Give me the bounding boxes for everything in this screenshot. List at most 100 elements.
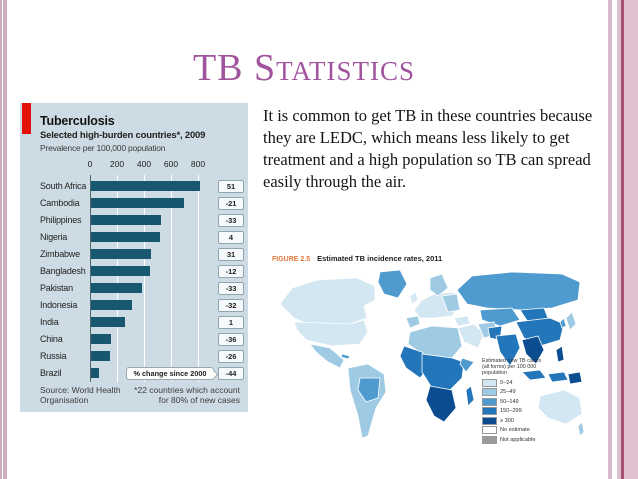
pct-change-value-cambodia: -21	[218, 197, 244, 210]
bar-label-nigeria: Nigeria	[40, 232, 68, 242]
map-region-philippines	[555, 345, 565, 363]
bar-row-cambodia: Cambodia -21	[20, 195, 248, 212]
bar-row-south-africa: South Africa 51	[20, 178, 248, 195]
pct-change-value-pakistan: -33	[218, 282, 244, 295]
legend-label: 0–24	[500, 379, 513, 386]
chart-title: Tuberculosis	[40, 114, 115, 128]
bar-india	[91, 317, 126, 327]
map-legend: Estimated new TB cases (all forms) per 1…	[482, 358, 562, 445]
pct-change-value-bangladesh: -12	[218, 265, 244, 278]
tb-incidence-world-map: FIGURE 2.5 Estimated TB incidence rates, …	[272, 252, 588, 464]
legend-label: 50–149	[500, 398, 519, 405]
pct-change-value-indonesia: -32	[218, 299, 244, 312]
x-axis-labels: 0 200 400 600 800	[20, 159, 248, 169]
bar-label-zimbabwe: Zimbabwe	[40, 249, 80, 259]
legend-swatch	[482, 397, 497, 406]
legend-label: ≥ 300	[500, 417, 514, 424]
bar-south-africa	[91, 181, 201, 191]
map-region-russia	[456, 271, 581, 311]
map-region-uk	[409, 291, 419, 305]
bar-row-bangladesh: Bangladesh -12	[20, 263, 248, 280]
pct-change-value-nigeria: 4	[218, 231, 244, 244]
pct-change-value-russia: -26	[218, 350, 244, 363]
bar-label-pakistan: Pakistan	[40, 283, 73, 293]
map-region-india	[495, 333, 521, 367]
bar-label-china: China	[40, 334, 63, 344]
bar-row-india: India 1	[20, 314, 248, 331]
map-region-central-asia	[479, 307, 521, 327]
left-border-decoration	[0, 0, 9, 479]
map-region-north-africa	[407, 325, 463, 359]
bar-row-pakistan: Pakistan -33	[20, 280, 248, 297]
map-region-scandinavia	[429, 273, 449, 297]
bar-row-zimbabwe: Zimbabwe 31	[20, 246, 248, 263]
bar-brazil	[91, 368, 100, 378]
map-legend-title: Estimated new TB cases (all forms) per 1…	[482, 358, 542, 377]
pct-change-value-india: 1	[218, 316, 244, 329]
x-axis-tick: 400	[136, 159, 152, 169]
bar-row-russia: Russia -26	[20, 348, 248, 365]
map-legend-items: 0–24 25–49 50–149 150–299 ≥ 300 No estimate No…	[482, 378, 562, 444]
map-region-indonesia-west	[521, 369, 547, 381]
bar-nigeria	[91, 232, 160, 242]
legend-swatch	[482, 407, 497, 416]
legend-item: Not applicable	[482, 435, 562, 444]
map-title: FIGURE 2.5 Estimated TB incidence rates, …	[272, 254, 442, 263]
map-region-turkey	[453, 315, 471, 327]
x-axis-tick: 0	[87, 159, 93, 169]
legend-item: 0–24	[482, 378, 562, 387]
world-map-graphic	[279, 269, 585, 439]
legend-item: 50–149	[482, 397, 562, 406]
legend-label: 150–299	[500, 408, 522, 415]
legend-item: No estimate	[482, 426, 562, 435]
pct-change-value-south-africa: 51	[218, 180, 244, 193]
bar-label-south-africa: South Africa	[40, 181, 87, 191]
bar-row-indonesia: Indonesia -32	[20, 297, 248, 314]
map-region-peru-bolivia-brazil	[357, 377, 381, 403]
map-region-eastern-europe	[441, 293, 461, 313]
chart-footnote: *22 countries which account for 80% of n…	[134, 385, 240, 405]
map-region-korea	[559, 317, 567, 329]
chart-accent-bar	[22, 103, 31, 134]
gridline	[171, 175, 172, 382]
bar-philippines	[91, 215, 162, 225]
chart-source: Source: World Health Organisation	[40, 385, 121, 405]
pct-change-callout: % change since 2000	[126, 367, 214, 380]
map-region-mexico-central-america	[309, 343, 345, 369]
bar-indonesia	[91, 300, 132, 310]
legend-item: 150–299	[482, 407, 562, 416]
x-axis-tick: 200	[109, 159, 125, 169]
bar-russia	[91, 351, 110, 361]
map-region-indonesia-east	[547, 371, 569, 383]
bar-label-india: India	[40, 317, 59, 327]
gridline	[144, 175, 145, 382]
map-region-central-east-africa	[421, 353, 465, 393]
slide-title: TB Statistics	[192, 47, 416, 89]
map-region-usa	[293, 319, 369, 347]
pct-change-value-brazil: -44	[218, 367, 244, 380]
bar-row-philippines: Philippines -33	[20, 212, 248, 229]
map-region-horn-of-africa	[459, 357, 475, 373]
bar-label-russia: Russia	[40, 351, 67, 361]
map-region-arabia	[457, 323, 485, 349]
pct-change-value-philippines: -33	[218, 214, 244, 227]
legend-swatch	[482, 416, 497, 425]
bar-cambodia	[91, 198, 185, 208]
bar-row-nigeria: Nigeria 4	[20, 229, 248, 246]
map-region-australia	[537, 389, 583, 425]
bar-zimbabwe	[91, 249, 152, 259]
legend-label: No estimate	[500, 427, 530, 434]
legend-swatch	[482, 388, 497, 397]
bar-label-indonesia: Indonesia	[40, 300, 78, 310]
map-region-greenland	[377, 269, 408, 299]
bar-label-philippines: Philippines	[40, 215, 82, 225]
right-border-decoration	[608, 0, 638, 479]
gridline	[198, 175, 199, 382]
map-region-japan	[565, 311, 577, 331]
map-region-new-zealand	[577, 421, 585, 437]
map-region-canada	[279, 277, 376, 327]
map-region-papua-new-guinea	[567, 371, 583, 385]
x-axis-tick: 600	[163, 159, 179, 169]
map-region-madagascar	[465, 385, 475, 407]
